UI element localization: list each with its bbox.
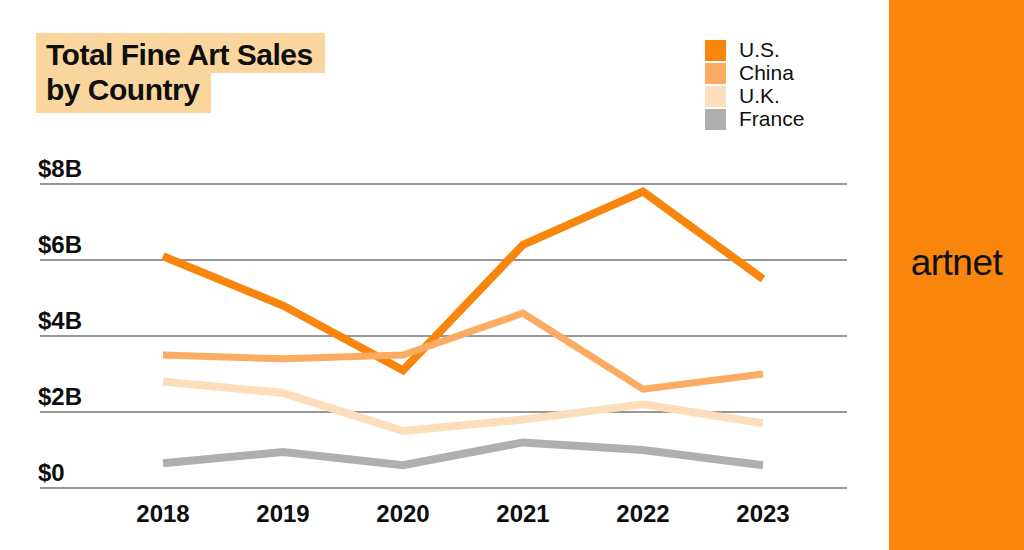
line-france xyxy=(163,442,763,465)
x-tick-label: 2020 xyxy=(376,500,429,527)
y-tick-label: $4B xyxy=(38,307,82,334)
artnet-logo: artnet xyxy=(911,242,1003,284)
x-tick-label: 2018 xyxy=(136,500,189,527)
x-tick-label: 2021 xyxy=(496,500,549,527)
line-china xyxy=(163,313,763,389)
y-tick-label: $2B xyxy=(38,383,82,410)
y-tick-label: $6B xyxy=(38,231,82,258)
line-uk xyxy=(163,382,763,431)
y-tick-label: $8B xyxy=(38,155,82,182)
fine-art-sales-line-chart: $8B $6B $4B $2B $0 2018 2019 2020 2021 2022 2023 xyxy=(0,0,1024,550)
artnet-infographic: Total Fine Art Sales by Country U.S. Chi… xyxy=(0,0,1024,550)
y-tick-label: $0 xyxy=(38,459,65,486)
line-us xyxy=(163,192,763,371)
x-tick-label: 2022 xyxy=(616,500,669,527)
artnet-brand-banner: artnet xyxy=(889,0,1024,550)
x-tick-label: 2023 xyxy=(736,500,789,527)
x-tick-label: 2019 xyxy=(256,500,309,527)
